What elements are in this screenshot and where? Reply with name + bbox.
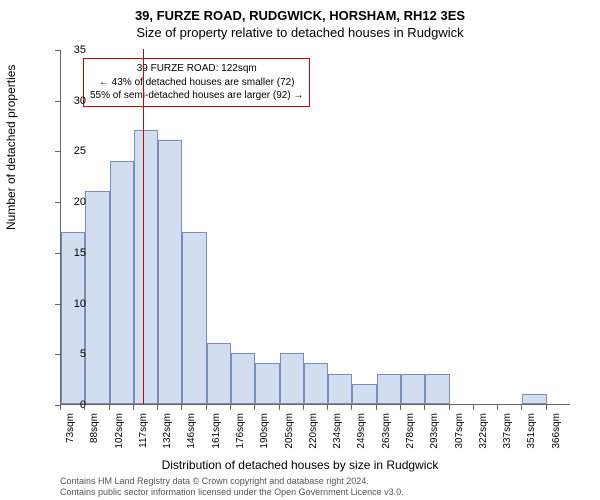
x-tick-label: 263sqm [381, 413, 392, 453]
x-tick-mark [546, 405, 547, 410]
x-tick-mark [400, 405, 401, 410]
x-tick-mark [279, 405, 280, 410]
x-tick-label: 307sqm [454, 413, 465, 453]
x-tick-label: 293sqm [429, 413, 440, 453]
x-tick-mark [449, 405, 450, 410]
x-tick-mark [473, 405, 474, 410]
histogram-bar [522, 394, 546, 404]
x-tick-label: 234sqm [332, 413, 343, 453]
x-tick-mark [133, 405, 134, 410]
x-tick-mark [254, 405, 255, 410]
x-tick-label: 337sqm [502, 413, 513, 453]
y-tick-mark [55, 202, 60, 203]
x-tick-label: 102sqm [114, 413, 125, 453]
x-tick-mark [60, 405, 61, 410]
histogram-bar [110, 161, 134, 404]
histogram-bar [231, 353, 255, 404]
histogram-bar [304, 363, 328, 404]
x-tick-mark [181, 405, 182, 410]
x-tick-label: 117sqm [138, 413, 149, 453]
chart-container: 39, FURZE ROAD, RUDGWICK, HORSHAM, RH12 … [0, 0, 600, 500]
y-tick-mark [55, 151, 60, 152]
y-tick-mark [55, 354, 60, 355]
x-tick-mark [521, 405, 522, 410]
histogram-bar [85, 191, 109, 404]
histogram-bar [158, 140, 182, 404]
footer-line-1: Contains HM Land Registry data © Crown c… [60, 476, 404, 487]
annotation-line-2: ← 43% of detached houses are smaller (72… [90, 76, 303, 90]
y-tick-label: 20 [56, 196, 86, 208]
x-tick-label: 205sqm [284, 413, 295, 453]
x-tick-label: 176sqm [235, 413, 246, 453]
annotation-box: 39 FURZE ROAD: 122sqm ← 43% of detached … [83, 58, 310, 107]
histogram-bar [182, 232, 206, 404]
y-tick-mark [55, 253, 60, 254]
y-tick-label: 10 [56, 298, 86, 310]
annotation-line-3: 55% of semi-detached houses are larger (… [90, 89, 303, 103]
x-tick-mark [351, 405, 352, 410]
x-tick-mark [230, 405, 231, 410]
x-tick-mark [303, 405, 304, 410]
histogram-bar [352, 384, 376, 404]
x-tick-mark [157, 405, 158, 410]
x-tick-label: 366sqm [551, 413, 562, 453]
x-tick-label: 161sqm [211, 413, 222, 453]
x-axis-label: Distribution of detached houses by size … [0, 458, 600, 472]
y-tick-label: 15 [56, 247, 86, 259]
histogram-bar [255, 363, 279, 404]
histogram-bar [134, 130, 158, 404]
x-tick-mark [376, 405, 377, 410]
histogram-bar [328, 374, 352, 404]
x-tick-mark [497, 405, 498, 410]
y-tick-label: 35 [56, 44, 86, 56]
annotation-line-1: 39 FURZE ROAD: 122sqm [90, 62, 303, 76]
plot-area: 39 FURZE ROAD: 122sqm ← 43% of detached … [60, 50, 570, 405]
histogram-bar [280, 353, 304, 404]
chart-title-primary: 39, FURZE ROAD, RUDGWICK, HORSHAM, RH12 … [0, 0, 600, 23]
x-tick-label: 249sqm [356, 413, 367, 453]
footer-attribution: Contains HM Land Registry data © Crown c… [60, 476, 404, 499]
y-tick-label: 25 [56, 145, 86, 157]
x-tick-label: 351sqm [526, 413, 537, 453]
x-tick-mark [327, 405, 328, 410]
x-tick-label: 220sqm [308, 413, 319, 453]
reference-line [143, 49, 144, 404]
y-tick-label: 5 [56, 348, 86, 360]
y-tick-mark [55, 101, 60, 102]
x-tick-label: 146sqm [186, 413, 197, 453]
histogram-bar [377, 374, 401, 404]
y-tick-mark [55, 304, 60, 305]
footer-line-2: Contains public sector information licen… [60, 487, 404, 498]
x-tick-mark [109, 405, 110, 410]
histogram-bar [425, 374, 449, 404]
x-tick-label: 322sqm [478, 413, 489, 453]
x-tick-mark [424, 405, 425, 410]
x-tick-label: 190sqm [259, 413, 270, 453]
x-tick-label: 132sqm [162, 413, 173, 453]
y-tick-mark [55, 50, 60, 51]
x-tick-label: 73sqm [65, 413, 76, 453]
x-tick-mark [84, 405, 85, 410]
histogram-bar [401, 374, 425, 404]
x-tick-label: 88sqm [89, 413, 100, 453]
x-tick-mark [206, 405, 207, 410]
x-tick-label: 278sqm [405, 413, 416, 453]
histogram-bar [207, 343, 231, 404]
y-axis-label: Number of detached properties [4, 65, 18, 230]
chart-title-secondary: Size of property relative to detached ho… [0, 23, 600, 40]
y-tick-label: 30 [56, 95, 86, 107]
